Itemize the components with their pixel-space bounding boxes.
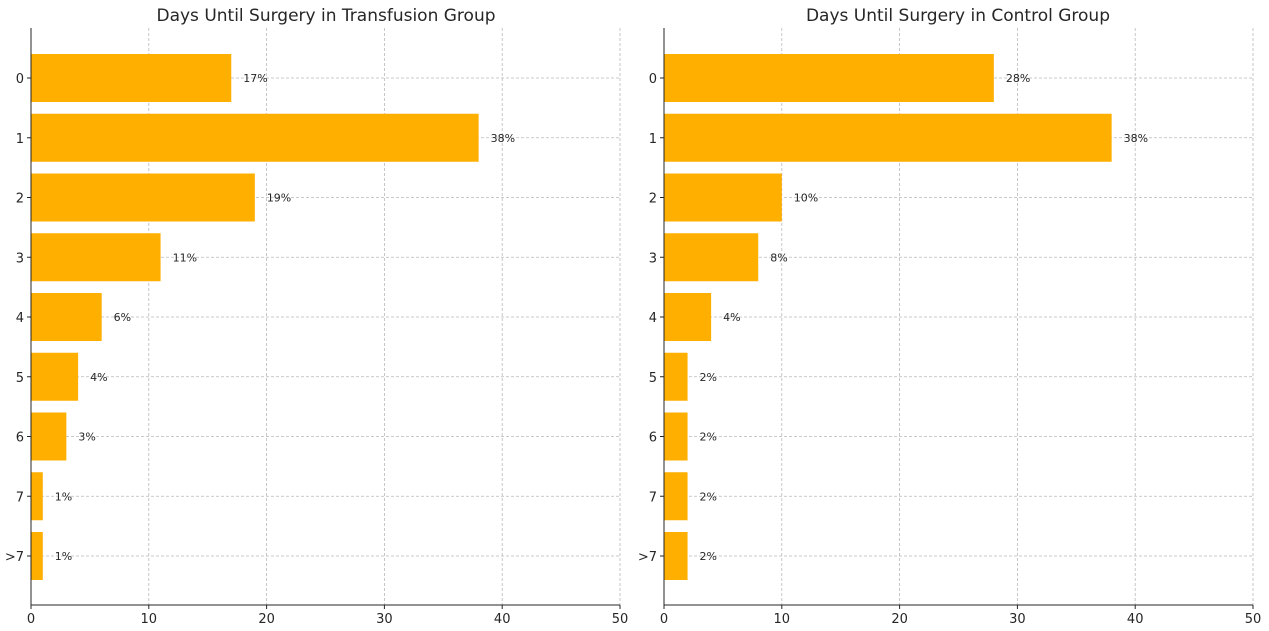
y-tick-label: 5 (649, 371, 657, 386)
y-tick-label: 6 (16, 431, 24, 446)
x-tick-label: 20 (258, 612, 275, 627)
y-tick-label: 4 (649, 311, 657, 326)
bar-value-label: 10% (794, 192, 818, 205)
bar-value-label: 1% (55, 490, 72, 503)
bar (31, 472, 43, 521)
y-tick-label: 3 (649, 251, 657, 266)
y-tick-label: 7 (649, 490, 657, 505)
x-tick-label: 0 (27, 612, 35, 627)
bar-value-label: 8% (770, 251, 787, 264)
bar (31, 293, 102, 341)
y-tick-label: 2 (649, 192, 657, 207)
bar (31, 54, 232, 102)
bar-value-label: 38% (1124, 132, 1148, 145)
bar (664, 54, 994, 102)
bar (664, 472, 688, 521)
bar (31, 173, 255, 222)
bar (31, 412, 67, 461)
bar (664, 352, 688, 401)
y-tick-label: 6 (649, 431, 657, 446)
x-tick-label: 50 (1245, 612, 1262, 627)
y-tick-label: 4 (16, 311, 24, 326)
chart-panel-1: Days Until Surgery in Transfusion Group 0… (5, 6, 628, 627)
bar-value-label: 2% (700, 371, 717, 384)
bar (664, 293, 712, 341)
y-tick-label: 1 (16, 132, 24, 147)
bar (664, 233, 759, 282)
bar (664, 173, 782, 222)
y-tick-label: 1 (649, 132, 657, 147)
bar-value-label: 3% (78, 431, 95, 444)
chart-title: Days Until Surgery in Control Group (806, 6, 1110, 26)
y-tick-label: 7 (16, 490, 24, 505)
x-tick-label: 50 (612, 612, 629, 627)
x-tick-label: 40 (494, 612, 511, 627)
bar-value-label: 2% (700, 550, 717, 563)
y-tick-label: 5 (16, 371, 24, 386)
bar-value-label: 4% (90, 371, 107, 384)
bar-value-label: 19% (267, 192, 291, 205)
bar-value-label: 4% (723, 311, 740, 324)
bar (31, 352, 79, 401)
x-tick-label: 10 (774, 612, 791, 627)
bar (664, 532, 688, 580)
bar (31, 233, 161, 282)
bar-value-label: 38% (491, 132, 515, 145)
y-tick-label: 0 (16, 72, 24, 87)
bar-value-label: 11% (173, 251, 197, 264)
x-tick-label: 20 (891, 612, 908, 627)
x-tick-label: 0 (660, 612, 668, 627)
x-tick-label: 10 (141, 612, 158, 627)
bar (664, 113, 1112, 162)
y-tick-label: 3 (16, 251, 24, 266)
bar-value-label: 17% (243, 72, 267, 85)
x-tick-label: 30 (376, 612, 393, 627)
bar-value-label: 28% (1006, 72, 1030, 85)
y-tick-label: 0 (649, 72, 657, 87)
y-tick-label: >7 (638, 550, 657, 565)
y-tick-label: >7 (5, 550, 24, 565)
y-tick-label: 2 (16, 192, 24, 207)
chart-title: Days Until Surgery in Transfusion Group (156, 6, 495, 26)
bar (31, 113, 479, 162)
bar (664, 412, 688, 461)
bar (31, 532, 43, 580)
x-tick-label: 30 (1009, 612, 1026, 627)
bar-value-label: 1% (55, 550, 72, 563)
bar-value-label: 2% (700, 431, 717, 444)
bar-value-label: 2% (700, 490, 717, 503)
x-tick-label: 40 (1127, 612, 1144, 627)
bar-value-label: 6% (114, 311, 131, 324)
